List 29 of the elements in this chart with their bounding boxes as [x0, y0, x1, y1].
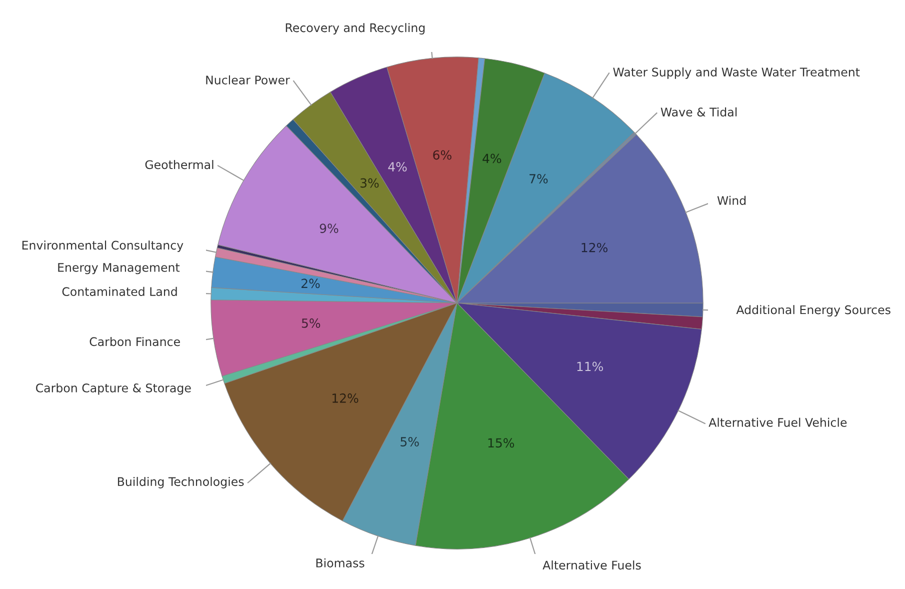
- slice-label: Geothermal: [145, 160, 214, 170]
- data-label: 12%: [582, 242, 608, 252]
- slice-label: Nuclear Power: [206, 75, 290, 84]
- slice-label: Energy Management: [58, 263, 180, 274]
- data-label: 3%: [360, 178, 379, 188]
- slice-label: Contaminated Land: [62, 286, 177, 296]
- data-label: 5%: [400, 437, 419, 446]
- slice-label: Building Technologies: [118, 476, 244, 488]
- slice-label: Environmental Consultancy: [22, 240, 184, 252]
- slice-label: Water Supply and Waste Water Treatment: [613, 67, 860, 79]
- data-label: 2%: [302, 278, 320, 288]
- data-label: 12%: [332, 393, 358, 403]
- data-label: 5%: [302, 318, 320, 328]
- slice-label: Alternative Fuel Vehicle: [708, 418, 847, 427]
- slice-label: Carbon Capture & Storage: [36, 383, 191, 395]
- data-label: 4%: [388, 162, 407, 172]
- data-label: 4%: [482, 154, 502, 164]
- slice-label: Carbon Finance: [90, 336, 180, 346]
- data-label: 7%: [530, 174, 548, 184]
- data-label: 6%: [433, 150, 452, 160]
- slice-label: Biomass: [316, 558, 364, 568]
- slice-label: Wave & Tidal: [660, 107, 737, 116]
- data-label: 15%: [488, 438, 514, 448]
- slice-label: Wind: [717, 196, 746, 205]
- slice-label: Recovery and Recycling: [286, 23, 425, 34]
- slice-label: Additional Energy Sources: [736, 305, 890, 317]
- data-label: 11%: [577, 362, 603, 372]
- data-label: 9%: [320, 224, 338, 234]
- slice-label: Alternative Fuels: [542, 560, 641, 570]
